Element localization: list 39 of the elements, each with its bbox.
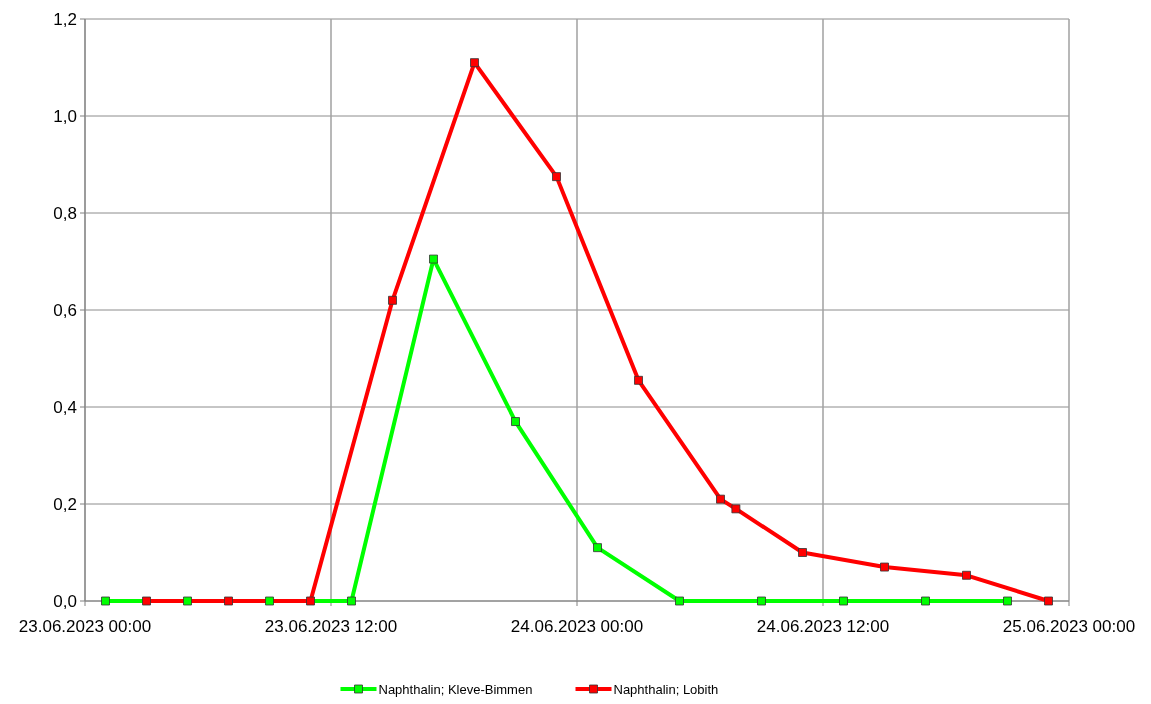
point (716, 494, 725, 504)
point (552, 172, 561, 182)
point (224, 596, 233, 606)
point (347, 596, 356, 606)
point (142, 596, 151, 606)
point (593, 543, 602, 553)
y-tick-label: 0,4 (53, 397, 77, 417)
point (798, 548, 807, 557)
x-tick-label: 25.06.2023 00:00 (1002, 617, 1136, 636)
point (757, 596, 766, 606)
point (921, 596, 930, 606)
point (675, 596, 684, 606)
point (880, 562, 889, 572)
y-tick-label: 0,0 (53, 591, 77, 611)
point (962, 570, 971, 580)
legend-label: Naphthalin; Lobith (613, 682, 719, 697)
x-tick-label: 23.06.2023 12:00 (264, 617, 398, 636)
legend-label: Naphthalin; Kleve-Bimmen (378, 682, 533, 697)
point (388, 295, 397, 305)
y-tick-label: 0,6 (53, 300, 77, 320)
point (429, 254, 438, 264)
point (101, 596, 110, 606)
point (265, 596, 274, 606)
point (839, 596, 848, 606)
y-tick-label: 0,8 (53, 203, 77, 223)
y-tick-label: 1,2 (53, 9, 77, 29)
x-tick-label: 24.06.2023 00:00 (510, 617, 644, 636)
x-tick-label: 23.06.2023 00:00 (18, 617, 152, 636)
point (1044, 596, 1053, 606)
point (634, 375, 643, 385)
x-tick-label: 24.06.2023 12:00 (756, 617, 890, 636)
point (306, 596, 315, 606)
point (511, 417, 520, 426)
point (731, 504, 741, 514)
y-tick-label: 0,2 (53, 494, 77, 514)
point (1003, 596, 1012, 606)
point (470, 58, 479, 68)
point (183, 596, 192, 606)
y-tick-label: 1,0 (53, 106, 77, 126)
